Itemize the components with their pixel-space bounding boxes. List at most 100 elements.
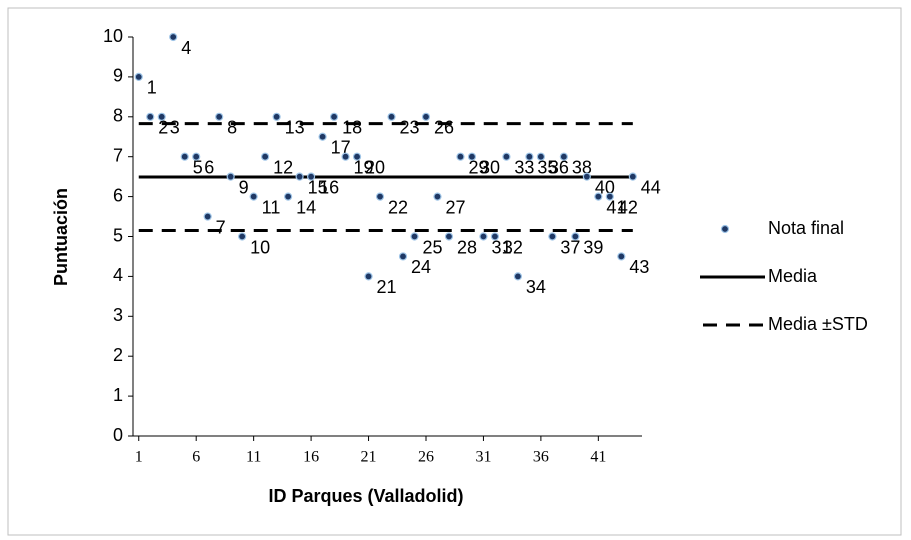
point [272, 112, 281, 121]
y-tick-label: 5 [113, 225, 123, 245]
point [605, 192, 614, 201]
point [249, 192, 258, 201]
point-label: 38 [572, 157, 592, 177]
point [548, 232, 557, 241]
point-label: 18 [342, 118, 362, 138]
point-label: 21 [377, 277, 397, 297]
x-tick-label: 11 [246, 449, 261, 466]
point [146, 112, 155, 121]
legend-label: Media [768, 266, 818, 286]
point [329, 112, 339, 121]
point-label: 40 [595, 177, 615, 197]
y-tick-label: 3 [113, 305, 123, 325]
point-label: 11 [262, 197, 281, 217]
point-label: 15 [308, 177, 328, 197]
point-label: 3 [170, 118, 180, 138]
x-axis-title: ID Parques (Valladolid) [268, 486, 463, 506]
legend-marker [720, 224, 730, 234]
x-tick-label: 26 [418, 449, 434, 466]
point-label: 1 [147, 78, 157, 98]
y-axis-title: Puntuación [51, 188, 71, 286]
point-label: 27 [445, 197, 465, 217]
point [226, 172, 235, 181]
point [594, 192, 603, 201]
point-label: 41 [606, 197, 626, 217]
point [180, 152, 189, 161]
point [215, 112, 224, 121]
point-label: 13 [285, 118, 305, 138]
y-tick-label: 1 [113, 385, 123, 405]
point [375, 192, 385, 201]
point-label: 24 [411, 257, 431, 277]
point-label: 4 [181, 38, 191, 58]
x-tick-label: 36 [533, 449, 549, 466]
point [238, 232, 247, 241]
point-label: 31 [491, 237, 511, 257]
point-label: 44 [641, 177, 661, 197]
point [157, 112, 166, 121]
point-label: 2 [158, 118, 168, 138]
y-tick-label: 0 [113, 425, 123, 445]
y-tick-label: 9 [113, 66, 123, 86]
x-tick-label: 31 [475, 449, 491, 466]
point [467, 152, 477, 161]
point-label: 33 [514, 157, 534, 177]
point-label: 20 [365, 157, 385, 177]
point-label: 17 [331, 138, 351, 158]
point [479, 232, 488, 241]
point [284, 192, 293, 201]
point-label: 8 [227, 118, 237, 138]
point [490, 232, 500, 241]
point-label: 7 [216, 217, 226, 237]
point [192, 152, 201, 161]
point-label: 32 [503, 237, 523, 257]
point-label: 5 [193, 157, 203, 177]
point [398, 252, 408, 261]
point [261, 152, 270, 161]
x-tick-label: 21 [361, 449, 377, 466]
point-label: 25 [423, 237, 443, 257]
y-tick-label: 4 [113, 265, 123, 285]
point [134, 72, 143, 82]
legend-label: Nota final [768, 218, 844, 238]
y-tick-label: 6 [113, 185, 123, 205]
x-tick-label: 1 [135, 449, 143, 466]
point-label: 43 [629, 257, 649, 277]
point [536, 152, 545, 161]
point [203, 212, 212, 221]
point [410, 232, 419, 241]
point-label: 35 [537, 157, 557, 177]
point-label: 28 [457, 237, 477, 257]
point-label: 29 [468, 157, 488, 177]
point [559, 152, 568, 161]
point-label: 26 [434, 118, 454, 138]
point-label: 9 [239, 177, 249, 197]
point-label: 42 [618, 197, 638, 217]
x-tick-label: 6 [192, 449, 200, 466]
point [306, 172, 316, 181]
point [318, 132, 327, 141]
point-label: 37 [560, 237, 580, 257]
point [421, 112, 431, 121]
point [364, 272, 373, 281]
point-label: 16 [319, 177, 339, 197]
point-label: 39 [583, 237, 603, 257]
point-label: 34 [526, 277, 546, 297]
point [513, 272, 523, 281]
y-tick-label: 10 [103, 26, 123, 46]
point [628, 172, 637, 181]
point [444, 232, 454, 241]
point [387, 112, 396, 121]
point [617, 252, 626, 261]
point-label: 36 [549, 157, 569, 177]
point-label: 14 [296, 197, 316, 217]
point-label: 10 [250, 237, 270, 257]
point [169, 32, 178, 42]
point [502, 152, 511, 161]
point-label: 6 [204, 157, 214, 177]
point-label: 12 [273, 157, 293, 177]
y-tick-label: 2 [113, 345, 123, 365]
point-label: 23 [400, 118, 420, 138]
x-tick-label: 41 [590, 449, 606, 466]
